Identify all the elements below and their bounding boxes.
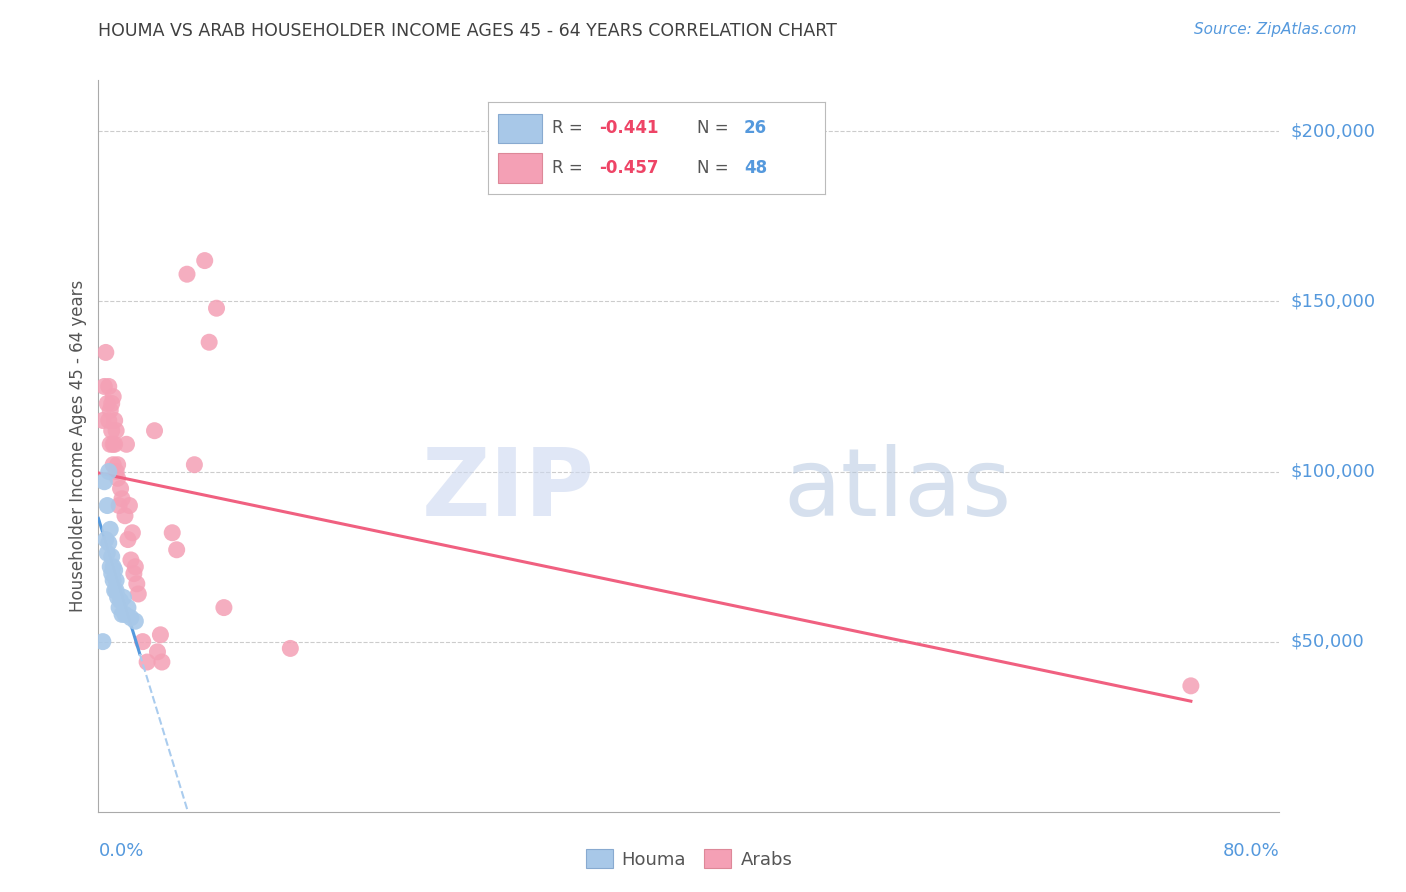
Point (105, 465, 128, 479)
Point (124, 559, 146, 574)
Point (108, 600, 131, 615)
Point (94, 345, 117, 359)
Point (278, 641, 302, 656)
Point (96, 499, 118, 513)
Point (107, 458, 129, 472)
Point (146, 645, 169, 659)
Point (136, 655, 159, 669)
Point (104, 563, 127, 577)
Point (104, 413, 127, 427)
Point (198, 335, 221, 350)
Text: $100,000: $100,000 (1291, 463, 1375, 481)
Point (104, 583, 127, 598)
Point (98, 437, 121, 451)
Point (96, 546, 118, 560)
Point (118, 499, 141, 513)
Point (124, 614, 146, 628)
Text: ZIP: ZIP (422, 444, 595, 536)
Point (110, 482, 132, 496)
Point (103, 574, 125, 588)
Point (100, 424, 122, 438)
Point (194, 253, 217, 268)
Point (110, 594, 132, 608)
Point (121, 525, 143, 540)
Point (103, 390, 125, 404)
Text: 0.0%: 0.0% (98, 842, 143, 860)
Point (103, 458, 125, 472)
Point (100, 566, 122, 581)
Text: $150,000: $150,000 (1291, 293, 1375, 310)
Point (98, 522, 121, 536)
Point (166, 542, 188, 557)
Point (105, 574, 128, 588)
Point (93, 475, 115, 489)
Point (93, 379, 115, 393)
Point (150, 655, 173, 669)
Point (205, 301, 228, 316)
Point (176, 267, 198, 281)
Point (212, 600, 235, 615)
Point (97, 536, 120, 550)
Point (100, 549, 122, 564)
Point (111, 607, 134, 622)
Point (143, 424, 166, 438)
Point (105, 583, 128, 598)
Point (107, 471, 129, 485)
Point (112, 591, 135, 605)
Text: 80.0%: 80.0% (1223, 842, 1279, 860)
Point (97, 379, 120, 393)
Point (100, 396, 122, 410)
Point (103, 559, 125, 574)
Point (132, 634, 155, 648)
Point (114, 607, 136, 622)
Point (104, 437, 127, 451)
Point (117, 600, 139, 615)
Point (127, 587, 149, 601)
Point (98, 403, 121, 417)
Point (183, 458, 205, 472)
Point (94, 533, 117, 547)
Point (103, 437, 125, 451)
Point (120, 553, 142, 567)
Point (97, 465, 120, 479)
Point (107, 591, 129, 605)
Point (114, 508, 136, 523)
Y-axis label: Householder Income Ages 45 - 64 years: Householder Income Ages 45 - 64 years (69, 280, 87, 612)
Point (91, 634, 114, 648)
Point (91, 413, 114, 427)
Point (117, 533, 139, 547)
Point (115, 437, 138, 451)
Text: Source: ZipAtlas.com: Source: ZipAtlas.com (1194, 22, 1357, 37)
Point (96, 396, 118, 410)
Legend: Houma, Arabs: Houma, Arabs (578, 842, 800, 876)
Point (105, 424, 128, 438)
Text: $200,000: $200,000 (1291, 122, 1375, 140)
Point (162, 525, 183, 540)
Point (97, 413, 120, 427)
Point (125, 576, 148, 591)
Text: HOUMA VS ARAB HOUSEHOLDER INCOME AGES 45 - 64 YEARS CORRELATION CHART: HOUMA VS ARAB HOUSEHOLDER INCOME AGES 45… (98, 22, 838, 40)
Point (111, 491, 134, 506)
Point (122, 566, 145, 581)
Point (108, 499, 131, 513)
Point (149, 628, 172, 642)
Text: $50,000: $50,000 (1291, 632, 1364, 650)
Point (120, 611, 142, 625)
Point (1180, 679, 1202, 693)
Text: atlas: atlas (783, 444, 1012, 536)
Point (98, 559, 121, 574)
